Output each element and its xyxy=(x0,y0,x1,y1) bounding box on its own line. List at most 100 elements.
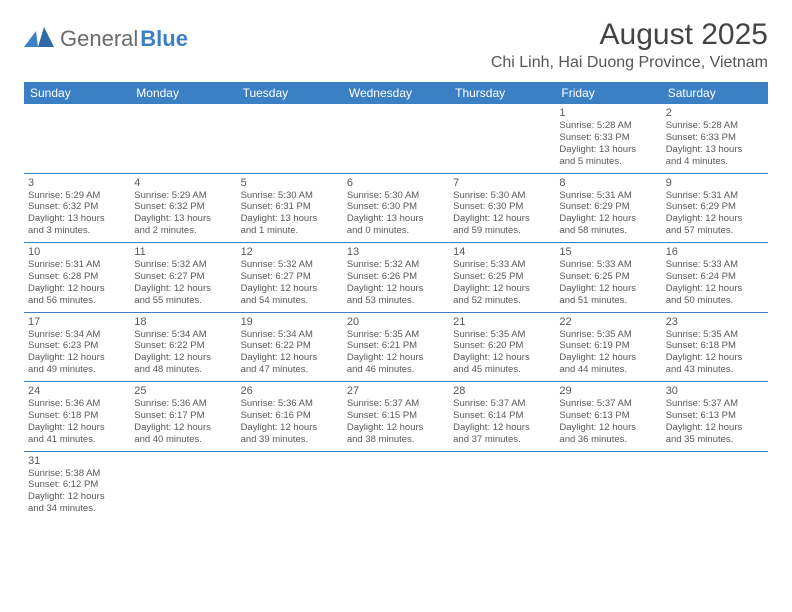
day-info-line: Sunrise: 5:32 AM xyxy=(134,259,232,271)
day-info-line: Daylight: 12 hours xyxy=(453,213,551,225)
day-info-line: Sunset: 6:23 PM xyxy=(28,340,126,352)
day-number: 8 xyxy=(559,177,657,189)
title-block: August 2025 Chi Linh, Hai Duong Province… xyxy=(491,18,768,72)
day-info-line: Daylight: 12 hours xyxy=(453,352,551,364)
day-cell xyxy=(555,452,661,521)
day-number: 21 xyxy=(453,316,551,328)
day-info-line: Sunrise: 5:33 AM xyxy=(453,259,551,271)
day-info-line: and 37 minutes. xyxy=(453,434,551,446)
day-info-line: and 3 minutes. xyxy=(28,225,126,237)
day-info-line: Sunrise: 5:38 AM xyxy=(28,468,126,480)
day-number: 2 xyxy=(666,107,764,119)
day-number: 17 xyxy=(28,316,126,328)
day-cell: 10Sunrise: 5:31 AMSunset: 6:28 PMDayligh… xyxy=(24,243,130,312)
day-number: 18 xyxy=(134,316,232,328)
day-info-line: and 0 minutes. xyxy=(347,225,445,237)
weeks-container: 1Sunrise: 5:28 AMSunset: 6:33 PMDaylight… xyxy=(24,104,768,520)
day-cell: 4Sunrise: 5:29 AMSunset: 6:32 PMDaylight… xyxy=(130,174,236,243)
day-info-line: Daylight: 13 hours xyxy=(241,213,339,225)
day-number: 25 xyxy=(134,385,232,397)
day-info-line: and 38 minutes. xyxy=(347,434,445,446)
week-row: 10Sunrise: 5:31 AMSunset: 6:28 PMDayligh… xyxy=(24,243,768,313)
day-info-line: Daylight: 12 hours xyxy=(559,352,657,364)
day-cell: 21Sunrise: 5:35 AMSunset: 6:20 PMDayligh… xyxy=(449,313,555,382)
day-cell: 19Sunrise: 5:34 AMSunset: 6:22 PMDayligh… xyxy=(237,313,343,382)
day-cell xyxy=(237,104,343,173)
day-info-line: Sunrise: 5:32 AM xyxy=(241,259,339,271)
day-info-line: Sunrise: 5:34 AM xyxy=(241,329,339,341)
day-cell: 31Sunrise: 5:38 AMSunset: 6:12 PMDayligh… xyxy=(24,452,130,521)
day-info-line: Sunset: 6:12 PM xyxy=(28,479,126,491)
day-info-line: Sunset: 6:28 PM xyxy=(28,271,126,283)
day-number: 14 xyxy=(453,246,551,258)
day-cell: 18Sunrise: 5:34 AMSunset: 6:22 PMDayligh… xyxy=(130,313,236,382)
day-info-line: and 59 minutes. xyxy=(453,225,551,237)
day-info-line: Sunrise: 5:37 AM xyxy=(453,398,551,410)
day-number: 1 xyxy=(559,107,657,119)
day-cell xyxy=(449,452,555,521)
day-info-line: Sunset: 6:27 PM xyxy=(241,271,339,283)
day-info-line: and 49 minutes. xyxy=(28,364,126,376)
day-header: Friday xyxy=(555,82,661,104)
day-info-line: Sunrise: 5:37 AM xyxy=(666,398,764,410)
day-cell xyxy=(130,104,236,173)
location: Chi Linh, Hai Duong Province, Vietnam xyxy=(491,54,768,72)
day-info-line: Sunset: 6:33 PM xyxy=(559,132,657,144)
month-title: August 2025 xyxy=(491,18,768,52)
day-info-line: and 36 minutes. xyxy=(559,434,657,446)
day-info-line: Sunrise: 5:35 AM xyxy=(559,329,657,341)
day-info-line: Daylight: 12 hours xyxy=(347,352,445,364)
day-info-line: Sunrise: 5:37 AM xyxy=(559,398,657,410)
day-info-line: Sunset: 6:25 PM xyxy=(453,271,551,283)
day-info-line: Sunrise: 5:28 AM xyxy=(559,120,657,132)
day-info-line: Sunset: 6:27 PM xyxy=(134,271,232,283)
day-info-line: Sunrise: 5:29 AM xyxy=(28,190,126,202)
day-info-line: Sunset: 6:13 PM xyxy=(559,410,657,422)
day-info-line: Sunset: 6:32 PM xyxy=(28,201,126,213)
day-cell: 9Sunrise: 5:31 AMSunset: 6:29 PMDaylight… xyxy=(662,174,768,243)
day-cell: 12Sunrise: 5:32 AMSunset: 6:27 PMDayligh… xyxy=(237,243,343,312)
day-cell: 11Sunrise: 5:32 AMSunset: 6:27 PMDayligh… xyxy=(130,243,236,312)
day-cell xyxy=(237,452,343,521)
day-info-line: Sunset: 6:17 PM xyxy=(134,410,232,422)
day-header: Thursday xyxy=(449,82,555,104)
day-number: 3 xyxy=(28,177,126,189)
day-info-line: Sunset: 6:14 PM xyxy=(453,410,551,422)
day-cell: 30Sunrise: 5:37 AMSunset: 6:13 PMDayligh… xyxy=(662,382,768,451)
day-header-row: Sunday Monday Tuesday Wednesday Thursday… xyxy=(24,82,768,104)
day-info-line: Daylight: 12 hours xyxy=(347,283,445,295)
day-info-line: Sunset: 6:20 PM xyxy=(453,340,551,352)
day-info-line: Daylight: 12 hours xyxy=(134,283,232,295)
day-info-line: Sunrise: 5:29 AM xyxy=(134,190,232,202)
day-cell: 15Sunrise: 5:33 AMSunset: 6:25 PMDayligh… xyxy=(555,243,661,312)
day-info-line: Daylight: 13 hours xyxy=(134,213,232,225)
day-number: 20 xyxy=(347,316,445,328)
day-info-line: and 4 minutes. xyxy=(666,156,764,168)
day-number: 22 xyxy=(559,316,657,328)
day-info-line: Daylight: 13 hours xyxy=(559,144,657,156)
day-number: 10 xyxy=(28,246,126,258)
day-cell: 3Sunrise: 5:29 AMSunset: 6:32 PMDaylight… xyxy=(24,174,130,243)
day-info-line: Sunrise: 5:30 AM xyxy=(453,190,551,202)
day-info-line: Sunset: 6:18 PM xyxy=(666,340,764,352)
day-number: 11 xyxy=(134,246,232,258)
day-cell: 1Sunrise: 5:28 AMSunset: 6:33 PMDaylight… xyxy=(555,104,661,173)
day-info-line: Daylight: 12 hours xyxy=(28,491,126,503)
day-cell xyxy=(449,104,555,173)
day-info-line: and 34 minutes. xyxy=(28,503,126,515)
day-info-line: Sunrise: 5:35 AM xyxy=(666,329,764,341)
day-info-line: Sunrise: 5:31 AM xyxy=(666,190,764,202)
day-info-line: and 54 minutes. xyxy=(241,295,339,307)
day-info-line: Daylight: 12 hours xyxy=(28,422,126,434)
day-info-line: and 48 minutes. xyxy=(134,364,232,376)
day-number: 28 xyxy=(453,385,551,397)
day-cell: 17Sunrise: 5:34 AMSunset: 6:23 PMDayligh… xyxy=(24,313,130,382)
day-info-line: Daylight: 12 hours xyxy=(28,352,126,364)
day-info-line: and 50 minutes. xyxy=(666,295,764,307)
day-info-line: Daylight: 12 hours xyxy=(666,283,764,295)
day-number: 7 xyxy=(453,177,551,189)
day-info-line: Sunset: 6:19 PM xyxy=(559,340,657,352)
day-info-line: Sunset: 6:31 PM xyxy=(241,201,339,213)
day-info-line: and 43 minutes. xyxy=(666,364,764,376)
day-cell xyxy=(662,452,768,521)
